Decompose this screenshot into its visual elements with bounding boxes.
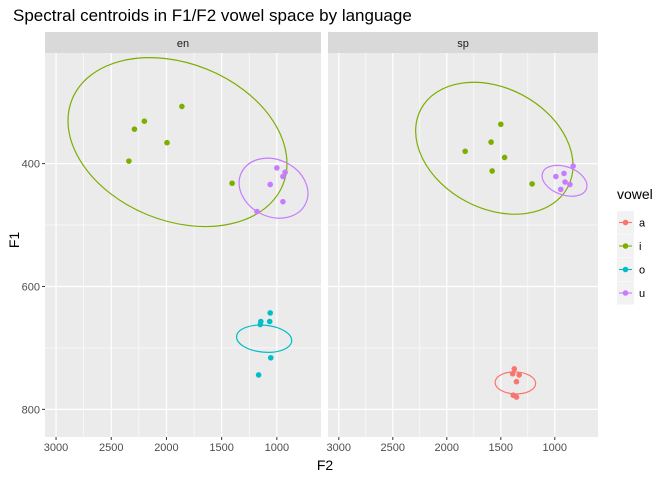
point-u [282,169,288,175]
point-a [509,370,516,377]
ellipse-u [541,164,588,197]
point-i [229,180,235,187]
point-i [529,181,535,187]
legend-title: vowel [617,186,653,202]
point-u [254,208,260,215]
legend-key-point-u [622,290,629,296]
point-i [126,158,132,164]
point-i [462,148,468,155]
y-tick-label: 800 [22,404,40,416]
point-u [267,181,274,188]
y-tick-label: 600 [22,281,40,293]
ellipse-i [67,57,288,228]
panel-en: en [45,32,321,437]
point-i [179,103,185,110]
x-axis-title: F2 [317,457,334,473]
point-u [280,173,286,180]
x-tick-label: 2500 [99,442,123,454]
point-i [488,139,494,145]
plot-background [45,53,321,437]
point-u [561,170,567,177]
point-u [557,186,564,193]
point-a [513,394,520,400]
ellipse-o [235,324,293,353]
strip-label-sp: sp [457,38,469,50]
legend-key-point-o [622,266,629,273]
point-u [570,163,576,169]
x-tick-label: 1000 [265,442,289,454]
legend-label-o: o [639,265,645,277]
point-o [266,318,273,325]
point-o [255,372,262,378]
x-tick-label: 2000 [154,442,178,454]
point-i [501,154,508,161]
panels: en sp [45,32,598,437]
legend-key-point-i [622,243,629,249]
point-u [280,198,286,205]
x-tick-label: 3000 [327,442,351,454]
y-tick-label: 400 [22,159,40,171]
point-i [498,121,504,128]
x-tick-label: 2000 [435,442,459,454]
legend-label-u: u [639,288,645,300]
point-o [257,321,264,328]
legend-label-a: a [639,218,646,230]
strip-label-en: en [177,38,189,50]
y-axis-title: F1 [6,232,22,249]
x-tick-label: 1500 [489,442,513,454]
point-i [164,139,170,146]
point-u [274,165,280,171]
point-o [267,354,274,361]
plot-background [328,53,598,437]
chart-title: Spectral centroids in F1/F2 vowel space … [13,6,412,25]
x-tick-label: 3000 [44,442,68,454]
point-i [489,168,495,174]
point-a [511,366,518,372]
legend-label-i: i [639,241,641,253]
x-tick-label: 1500 [209,442,233,454]
panel-sp: sp [328,32,598,437]
ellipse-i [415,81,574,215]
point-u [567,181,573,188]
point-i [141,118,148,124]
point-u [553,173,559,180]
confidence-ellipses [67,57,309,353]
x-tick-label: 2500 [381,442,405,454]
strip-sp [328,32,598,53]
x-tick-label: 1000 [543,442,567,454]
point-o [267,310,274,316]
point-a [513,378,520,385]
strip-en [45,32,321,53]
point-u [562,179,568,185]
point-i [131,126,138,132]
axes: 3000 2500 2000 1500 1000 400 600 800 3000 2500 200… [22,159,567,454]
confidence-ellipses [415,81,588,395]
point-a [516,372,522,378]
legend-key-point-a [622,219,629,226]
ellipse-u [238,157,309,219]
